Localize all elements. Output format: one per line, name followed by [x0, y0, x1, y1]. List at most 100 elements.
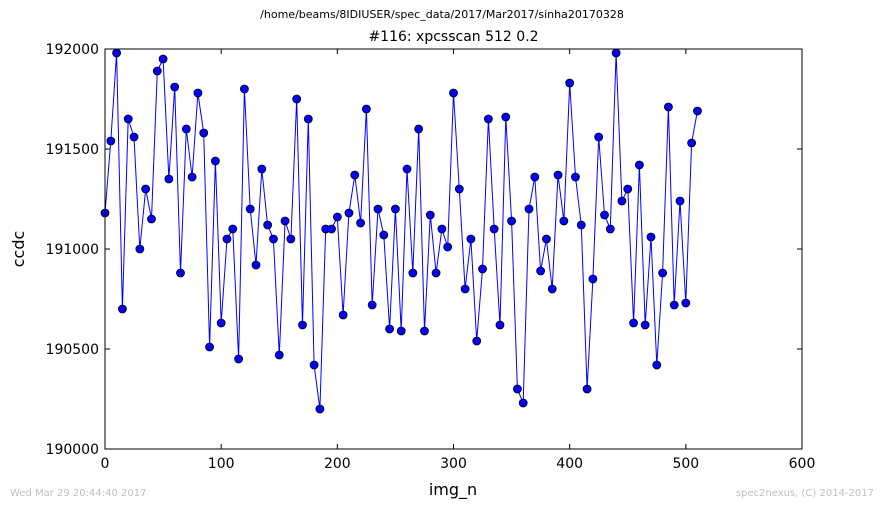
- data-point: [205, 342, 214, 352]
- x-tick-label: 200: [324, 456, 351, 472]
- data-point: [646, 232, 656, 242]
- data-point: [565, 78, 575, 88]
- data-point: [402, 164, 412, 174]
- data-point: [164, 174, 174, 184]
- x-tick-label: 100: [208, 456, 235, 472]
- data-point: [234, 354, 243, 364]
- data-point: [518, 398, 528, 408]
- data-point: [123, 114, 133, 124]
- data-point: [489, 224, 499, 234]
- x-tick-label: 400: [556, 456, 583, 472]
- data-point: [605, 224, 615, 234]
- data-point: [483, 114, 493, 124]
- data-point: [112, 48, 122, 58]
- data-point: [472, 336, 482, 346]
- data-point: [594, 132, 604, 142]
- chart-title: #116: xpcsscan 512 0.2: [368, 29, 539, 45]
- data-point: [640, 320, 650, 330]
- data-point: [292, 94, 302, 104]
- data-point: [170, 82, 180, 92]
- data-point: [542, 234, 551, 244]
- data-point: [687, 138, 697, 148]
- footer-credit: spec2nexus, (C) 2014-2017: [735, 488, 874, 499]
- data-point: [379, 230, 389, 240]
- data-point: [501, 112, 511, 122]
- data-point: [309, 360, 319, 370]
- data-point: [623, 184, 633, 194]
- data-point: [588, 274, 598, 284]
- data-point: [693, 106, 702, 116]
- data-point: [303, 114, 313, 124]
- data-point: [420, 326, 429, 336]
- data-point: [228, 224, 238, 234]
- data-point: [559, 216, 569, 226]
- footer-timestamp: Wed Mar 29 20:44:40 2017: [10, 488, 147, 499]
- data-point: [176, 268, 185, 278]
- y-tick-label: 191500: [46, 142, 99, 158]
- y-axis-label: ccdc: [9, 231, 28, 268]
- data-point: [216, 318, 226, 328]
- data-point: [327, 224, 336, 234]
- data-point: [449, 88, 458, 98]
- data-point: [530, 172, 540, 182]
- data-point: [507, 216, 516, 226]
- tick-layer: 0 100 200 300 400 500 600 190000 190500 191000 191…: [46, 42, 816, 472]
- data-point: [495, 320, 505, 330]
- data-point: [425, 210, 435, 220]
- data-point: [199, 128, 209, 138]
- data-point: [315, 404, 325, 414]
- data-point: [414, 124, 424, 134]
- data-point: [617, 196, 627, 206]
- data-point: [141, 184, 151, 194]
- data-point: [373, 204, 383, 214]
- data-point: [118, 304, 127, 314]
- x-tick-label: 500: [672, 456, 699, 472]
- x-tick-label: 600: [789, 456, 816, 472]
- data-point: [524, 204, 534, 214]
- data-point: [652, 360, 662, 370]
- data-point: [512, 384, 522, 394]
- data-point: [298, 320, 307, 330]
- data-point: [466, 234, 476, 244]
- data-point: [396, 326, 406, 336]
- data-point: [664, 102, 673, 112]
- data-point: [269, 234, 278, 244]
- figure-suptitle: /home/beams/8IDIUSER/spec_data/2017/Mar2…: [260, 8, 624, 21]
- y-tick-label: 191000: [46, 242, 99, 258]
- data-point: [210, 156, 220, 166]
- data-point: [135, 244, 145, 254]
- data-point: [158, 54, 168, 64]
- data-point: [251, 260, 261, 270]
- x-tick-label: 0: [101, 456, 110, 472]
- data-point: [536, 266, 546, 276]
- data-point: [152, 66, 162, 76]
- data-point: [356, 218, 365, 228]
- data-point: [286, 234, 296, 244]
- y-tick-label: 190000: [46, 442, 99, 458]
- y-tick-label: 192000: [46, 42, 99, 58]
- data-point: [460, 284, 470, 294]
- data-point: [385, 324, 395, 334]
- data-point: [576, 220, 586, 230]
- series-layer: [100, 48, 702, 414]
- data-point: [582, 384, 592, 394]
- data-point: [338, 310, 348, 320]
- data-point: [263, 220, 273, 230]
- data-point: [553, 170, 563, 180]
- data-point: [147, 214, 156, 224]
- data-point: [245, 204, 255, 214]
- data-point: [431, 268, 441, 278]
- data-point: [681, 298, 691, 308]
- data-point: [361, 104, 371, 114]
- data-point: [611, 48, 621, 58]
- data-point: [274, 350, 284, 360]
- x-tick-label: 300: [440, 456, 467, 472]
- data-point: [280, 216, 290, 226]
- data-point: [129, 132, 139, 142]
- data-point: [443, 242, 453, 252]
- data-point: [344, 208, 354, 218]
- x-axis-label: img_n: [429, 480, 477, 500]
- data-point: [367, 300, 377, 310]
